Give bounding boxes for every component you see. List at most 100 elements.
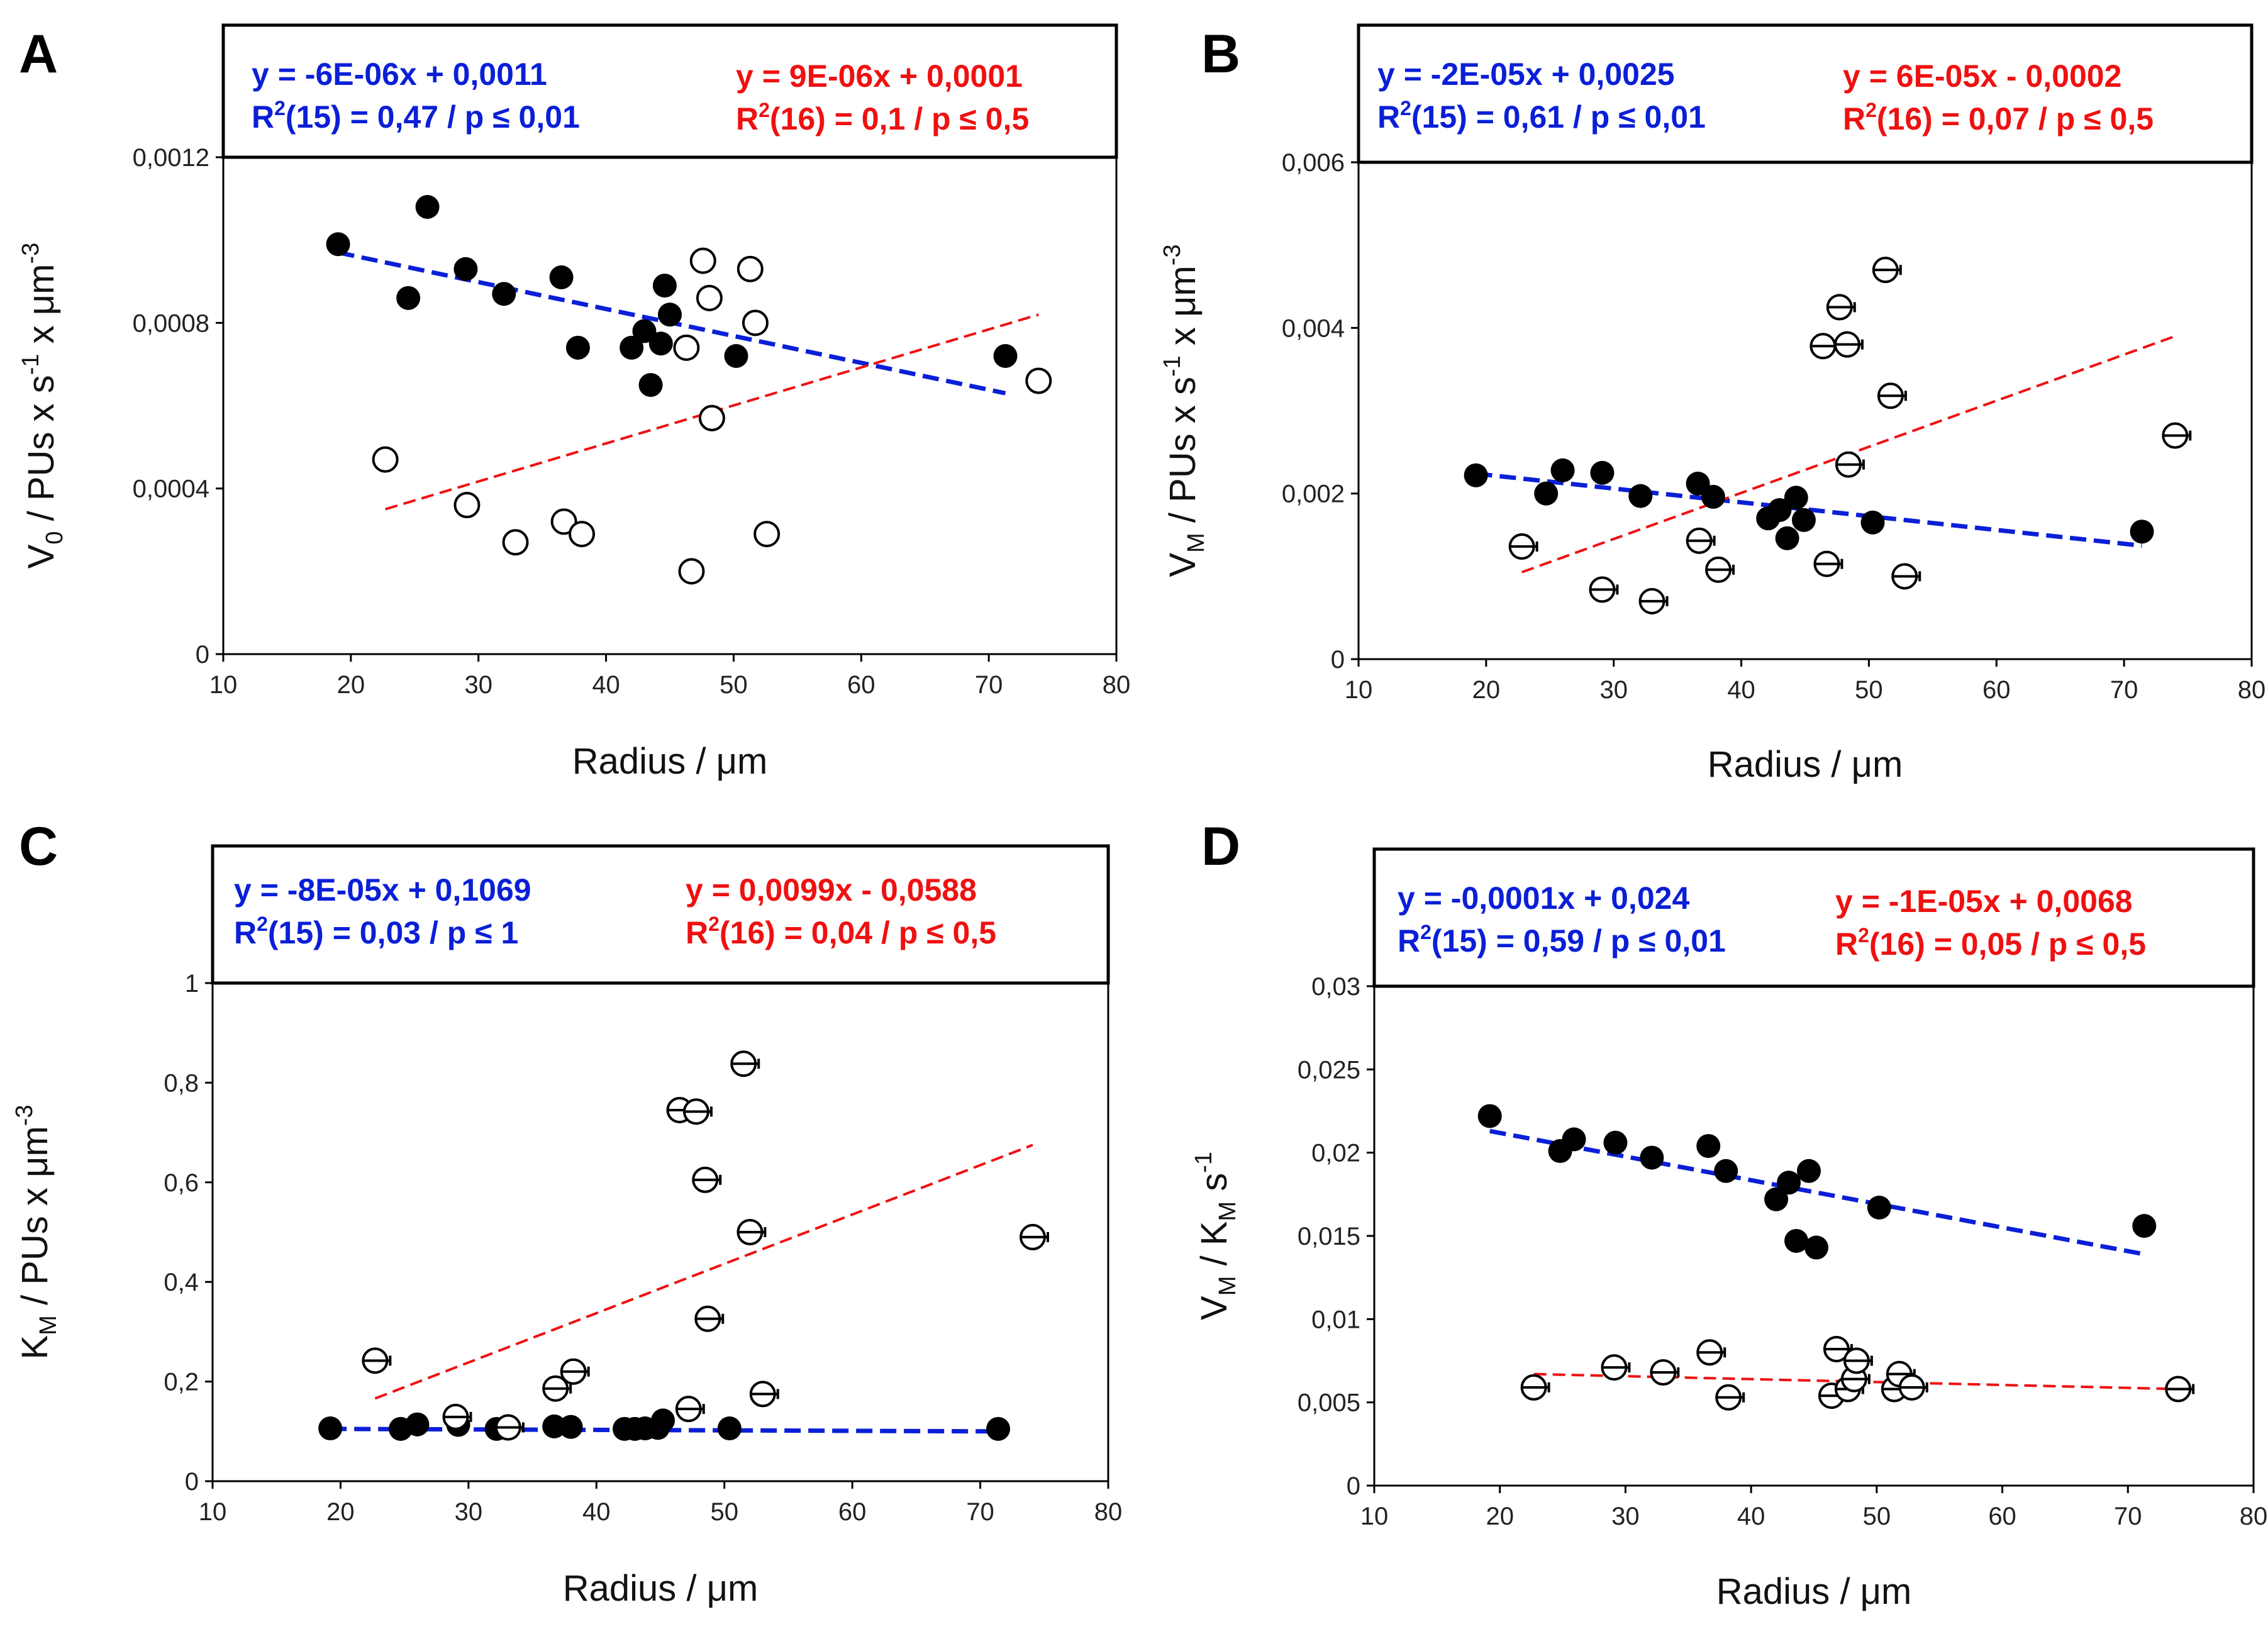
open-data-point (569, 521, 596, 548)
open-data-point (1508, 533, 1538, 560)
blue-trendline (1489, 1128, 2145, 1257)
open-marker (372, 446, 399, 473)
open-data-point (1833, 331, 1864, 358)
y-tick-label: 0,025 (1298, 1056, 1360, 1084)
x-tick-label: 40 (592, 671, 620, 699)
x-axis-label: Radius / μm (1716, 1571, 1912, 1612)
filled-data-point (1590, 460, 1615, 485)
open-data-point (1826, 294, 1856, 321)
open-marker (689, 247, 716, 274)
x-tick-label: 30 (1611, 1503, 1640, 1530)
filled-data-point (1550, 458, 1575, 482)
x-tick-label: 30 (464, 671, 492, 699)
open-data-point (1872, 257, 1902, 284)
open-marker (453, 492, 481, 518)
x-tick-label: 80 (2240, 1503, 2268, 1530)
open-data-point (1686, 527, 1716, 554)
x-tick-label: 60 (1982, 676, 2011, 704)
blue-regression-stats: R2(15) = 0,59 / p ≤ 0,01 (1398, 921, 1726, 959)
filled-data-point (1464, 463, 1488, 487)
filled-data-point (632, 319, 657, 343)
blue-regression-stats: R2(15) = 0,03 / p ≤ 1 (234, 913, 518, 950)
filled-data-point (1696, 1134, 1721, 1159)
open-data-point (1715, 1384, 1745, 1411)
filled-data-point (549, 265, 574, 289)
filled-data-point (993, 344, 1018, 368)
open-data-point (673, 334, 700, 361)
x-tick-label: 70 (975, 671, 1003, 699)
panel-label: C (19, 816, 58, 877)
x-tick-label: 50 (1855, 676, 1883, 704)
filled-data-point (2132, 1214, 2157, 1238)
red-regression-equation: y = 0,0099x - 0,0588 (686, 872, 977, 908)
filled-data-point (453, 257, 478, 281)
open-marker (753, 521, 781, 548)
y-tick-label: 0,015 (1298, 1223, 1360, 1250)
y-tick-label: 0,01 (1311, 1306, 1360, 1333)
open-data-point (1891, 563, 1921, 590)
open-data-point (689, 247, 716, 274)
x-axis-label: Radius / μm (572, 741, 768, 782)
open-data-point (1638, 587, 1669, 614)
open-data-point (749, 1381, 779, 1408)
filled-data-point (559, 1415, 583, 1439)
filled-data-point (638, 373, 663, 398)
open-data-point (502, 529, 529, 556)
open-data-point (753, 521, 781, 548)
open-marker (569, 521, 596, 548)
open-data-point (692, 1166, 722, 1193)
open-data-point (1813, 550, 1843, 577)
x-tick-label: 50 (720, 671, 748, 699)
x-tick-label: 40 (582, 1498, 611, 1526)
blue-regression-equation: y = -0,0001x + 0,024 (1398, 881, 1689, 916)
x-tick-label: 60 (1988, 1503, 2016, 1530)
x-tick-label: 20 (326, 1498, 355, 1526)
x-tick-label: 20 (337, 671, 365, 699)
filled-data-point (620, 335, 644, 360)
filled-data-point (652, 274, 677, 298)
x-tick-label: 30 (1599, 676, 1628, 704)
open-data-point (372, 446, 399, 473)
open-data-point (494, 1414, 525, 1441)
filled-data-point (1562, 1127, 1586, 1152)
open-data-point (1025, 367, 1052, 394)
open-marker (696, 284, 723, 311)
y-axis-label: VM / KM s-1 (1191, 1152, 1241, 1320)
y-tick-label: 0,0004 (133, 475, 209, 503)
open-data-point (1589, 576, 1619, 603)
panel-d: Dy = -0,0001x + 0,024 R2(15) = 0,59 / p ≤… (1191, 816, 2267, 1612)
blue-regression-stats: R2(15) = 0,61 / p ≤ 0,01 (1377, 97, 1706, 135)
y-tick-label: 0 (1331, 646, 1345, 674)
open-data-point (1705, 556, 1735, 583)
red-regression-stats: R2(16) = 0,04 / p ≤ 0,5 (686, 913, 996, 950)
filled-data-point (1867, 1196, 1891, 1220)
open-data-point (675, 1396, 705, 1423)
filled-data-point (492, 282, 516, 306)
y-tick-label: 0 (185, 1468, 199, 1496)
open-data-point (696, 284, 723, 311)
y-tick-label: 0,0008 (133, 309, 209, 337)
red-regression-stats: R2(16) = 0,05 / p ≤ 0,5 (1835, 924, 2146, 962)
filled-data-point (1701, 484, 1725, 509)
x-tick-label: 10 (209, 671, 238, 699)
x-tick-label: 50 (710, 1498, 738, 1526)
filled-data-point (986, 1416, 1011, 1441)
open-marker (550, 508, 577, 535)
blue-regression-equation: y = -8E-05x + 0,1069 (234, 872, 531, 908)
filled-data-point (405, 1412, 430, 1437)
y-axis-label: KM / PUs x μm-3 (11, 1104, 62, 1359)
open-data-point (737, 1219, 767, 1245)
equation-box (1357, 23, 2254, 164)
open-data-point (1809, 333, 1840, 360)
open-data-point (1019, 1223, 1049, 1250)
filled-data-point (1764, 1187, 1789, 1211)
open-data-point (1843, 1347, 1873, 1374)
x-tick-label: 10 (1360, 1503, 1389, 1530)
filled-data-point (565, 335, 590, 360)
open-data-point (2165, 1376, 2195, 1403)
filled-data-point (2130, 520, 2154, 544)
filled-data-point (1777, 1170, 1801, 1195)
filled-data-point (1804, 1235, 1828, 1260)
x-tick-label: 50 (1863, 1503, 1891, 1530)
blue-regression-stats: R2(15) = 0,47 / p ≤ 0,01 (252, 97, 580, 135)
